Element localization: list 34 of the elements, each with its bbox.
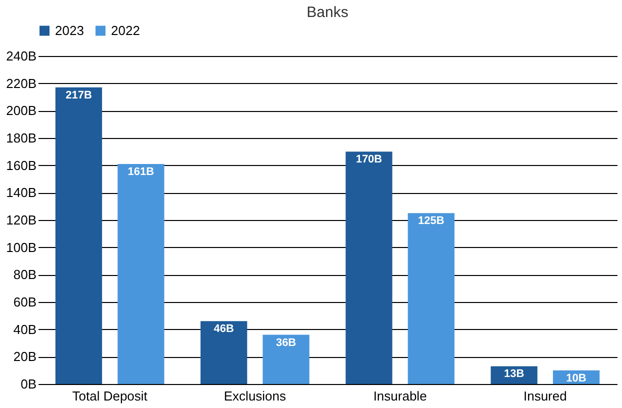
- y-tick-label: 20B: [13, 349, 36, 364]
- legend-label: 2022: [111, 22, 140, 38]
- data-label: 46B: [214, 323, 234, 336]
- y-tick-label: 80B: [13, 267, 36, 282]
- data-label: 161B: [128, 166, 154, 178]
- x-tick-label: Exclusions: [224, 388, 287, 404]
- y-tick-label: 160B: [6, 158, 36, 173]
- bar: [118, 164, 164, 384]
- x-tick-label: Insured: [523, 388, 567, 404]
- y-tick-label: 140B: [6, 185, 36, 200]
- y-tick-label: 180B: [6, 130, 36, 146]
- bar: [200, 321, 248, 384]
- data-label: 10B: [566, 372, 586, 384]
- y-tick-label: 220B: [6, 76, 36, 91]
- y-tick-label: 40B: [13, 322, 36, 337]
- y-tick-label: 0B: [20, 376, 36, 392]
- y-tick-label: 100B: [6, 240, 36, 255]
- bar: [408, 213, 454, 384]
- x-tick-label: Total Deposit: [72, 388, 148, 404]
- data-label: 217B: [66, 89, 92, 102]
- x-tick-label: Insurable: [373, 388, 427, 404]
- y-tick-label: 60B: [13, 294, 36, 310]
- legend-label: 2023: [55, 22, 84, 38]
- bar: [262, 334, 310, 384]
- data-label: 125B: [418, 215, 444, 228]
- data-label: 170B: [356, 154, 382, 166]
- bar: [55, 87, 102, 384]
- y-tick-label: 120B: [6, 212, 36, 228]
- data-label: 36B: [276, 336, 296, 349]
- y-tick-label: 240B: [6, 48, 36, 64]
- data-label: 13B: [504, 368, 524, 380]
- chart-title: Banks: [306, 4, 348, 21]
- bar: [346, 152, 392, 384]
- y-tick-label: 200B: [6, 103, 36, 118]
